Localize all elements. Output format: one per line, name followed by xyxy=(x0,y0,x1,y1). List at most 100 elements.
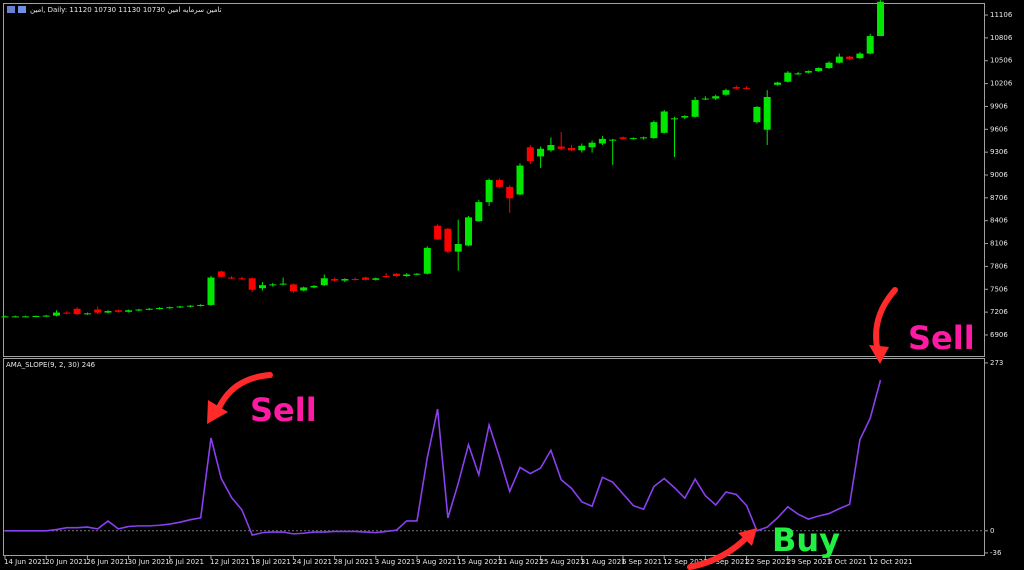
annotation: Buy xyxy=(772,521,840,559)
candle-body xyxy=(681,116,689,118)
candle-body xyxy=(382,276,390,278)
chart-header: امین, Daily: 11120 10730 11130 10730 تام… xyxy=(30,6,222,14)
x-tick-label: 29 Sep 2021 xyxy=(787,558,831,566)
y-tick-label: 7206 xyxy=(990,308,1008,316)
candle-body xyxy=(341,279,349,281)
candle-body xyxy=(712,96,720,99)
indicator-line xyxy=(5,379,882,537)
x-tick-label: 24 Jul 2021 xyxy=(292,558,332,566)
annotation: Sell xyxy=(908,319,975,357)
candle-body xyxy=(465,217,472,246)
candle-body xyxy=(217,271,225,277)
candle-body xyxy=(526,147,534,161)
candle-body xyxy=(454,244,462,252)
candle-body xyxy=(392,273,400,277)
candle-body xyxy=(835,56,843,63)
y-tick-label: 7806 xyxy=(990,262,1008,270)
arrow xyxy=(687,533,751,570)
candle-body xyxy=(145,308,153,310)
y-tick-label: 9906 xyxy=(990,102,1008,110)
candle-body xyxy=(42,315,50,317)
candle-body xyxy=(537,148,545,157)
candle-body xyxy=(156,308,163,310)
candle-body xyxy=(197,304,205,306)
y-tick-label: 273 xyxy=(990,359,1003,367)
candle-body xyxy=(516,165,524,195)
candle-body xyxy=(310,285,318,288)
price-panel xyxy=(3,3,985,357)
candle-body xyxy=(269,284,277,286)
candle-body xyxy=(660,111,668,133)
x-tick-label: 12 Jul 2021 xyxy=(210,558,250,566)
arrow-head xyxy=(207,400,228,424)
candle-body xyxy=(83,313,91,315)
x-tick-label: 12 Oct 2021 xyxy=(869,558,912,566)
y-tick-label: 0 xyxy=(990,527,994,535)
candle-body xyxy=(114,310,122,312)
candle-body xyxy=(568,148,575,151)
candle-body xyxy=(774,82,781,85)
candle-body xyxy=(186,305,194,307)
candle-body xyxy=(475,202,483,222)
candle-body xyxy=(372,278,380,280)
x-tick-label: 9 Aug 2021 xyxy=(416,558,456,566)
candle-body xyxy=(856,53,864,59)
candle-body xyxy=(804,71,812,73)
flag-icon xyxy=(18,6,26,13)
candle-body xyxy=(650,122,658,139)
candle-body xyxy=(289,284,297,292)
x-tick-label: 12 Sep 2021 xyxy=(663,558,707,566)
candle-body xyxy=(176,306,184,308)
candle-body xyxy=(846,56,854,59)
arrow-head xyxy=(869,345,889,364)
candle-body xyxy=(753,106,761,123)
candle-body xyxy=(784,72,792,82)
y-tick-label: 10806 xyxy=(990,34,1013,42)
candle-body xyxy=(444,228,452,252)
x-tick-label: 30 Jun 2021 xyxy=(128,558,170,566)
candle-body xyxy=(63,312,71,314)
candle-body xyxy=(11,316,19,318)
candle-body xyxy=(598,138,606,144)
arrow-head xyxy=(738,528,757,546)
candle-body xyxy=(1,316,9,318)
candle-body xyxy=(866,36,874,54)
y-tick-label: 6906 xyxy=(990,331,1008,339)
candle-body xyxy=(73,308,81,315)
candle-body xyxy=(732,87,740,89)
candle-body xyxy=(763,97,771,130)
candle-body xyxy=(32,316,40,318)
candle-body xyxy=(300,287,308,291)
x-tick-label: 26 Jun 2021 xyxy=(86,558,128,566)
candle-body xyxy=(135,309,143,311)
x-tick-label: 3 Aug 2021 xyxy=(375,558,415,566)
candle-body xyxy=(691,100,699,117)
candle-body xyxy=(22,316,30,318)
x-tick-label: 18 Sep 2021 xyxy=(704,558,748,566)
y-tick-label: 9606 xyxy=(990,125,1008,133)
x-tick-label: 6 Jul 2021 xyxy=(169,558,204,566)
candle-body xyxy=(259,285,266,289)
candle-body xyxy=(619,137,627,139)
candle-body xyxy=(104,311,112,313)
x-tick-label: 21 Aug 2021 xyxy=(498,558,543,566)
candle-body xyxy=(815,68,823,72)
candle-body xyxy=(248,278,256,290)
indicator-title: AMA_SLOPE(9, 2, 30) 246 xyxy=(6,361,96,369)
candle-body xyxy=(423,247,431,274)
x-tick-label: 20 Jun 2021 xyxy=(45,558,87,566)
candle-body xyxy=(743,87,751,89)
candle-body xyxy=(609,139,617,141)
candle-body xyxy=(351,279,359,281)
y-tick-label: 10506 xyxy=(990,57,1013,65)
y-tick-label: 8706 xyxy=(990,194,1008,202)
candle-body xyxy=(629,138,637,140)
x-tick-label: 18 Jul 2021 xyxy=(251,558,291,566)
candle-body xyxy=(228,277,236,279)
candle-body xyxy=(53,312,60,316)
candle-body xyxy=(701,98,709,100)
arrow xyxy=(873,287,898,355)
arrow-heads xyxy=(207,345,889,546)
